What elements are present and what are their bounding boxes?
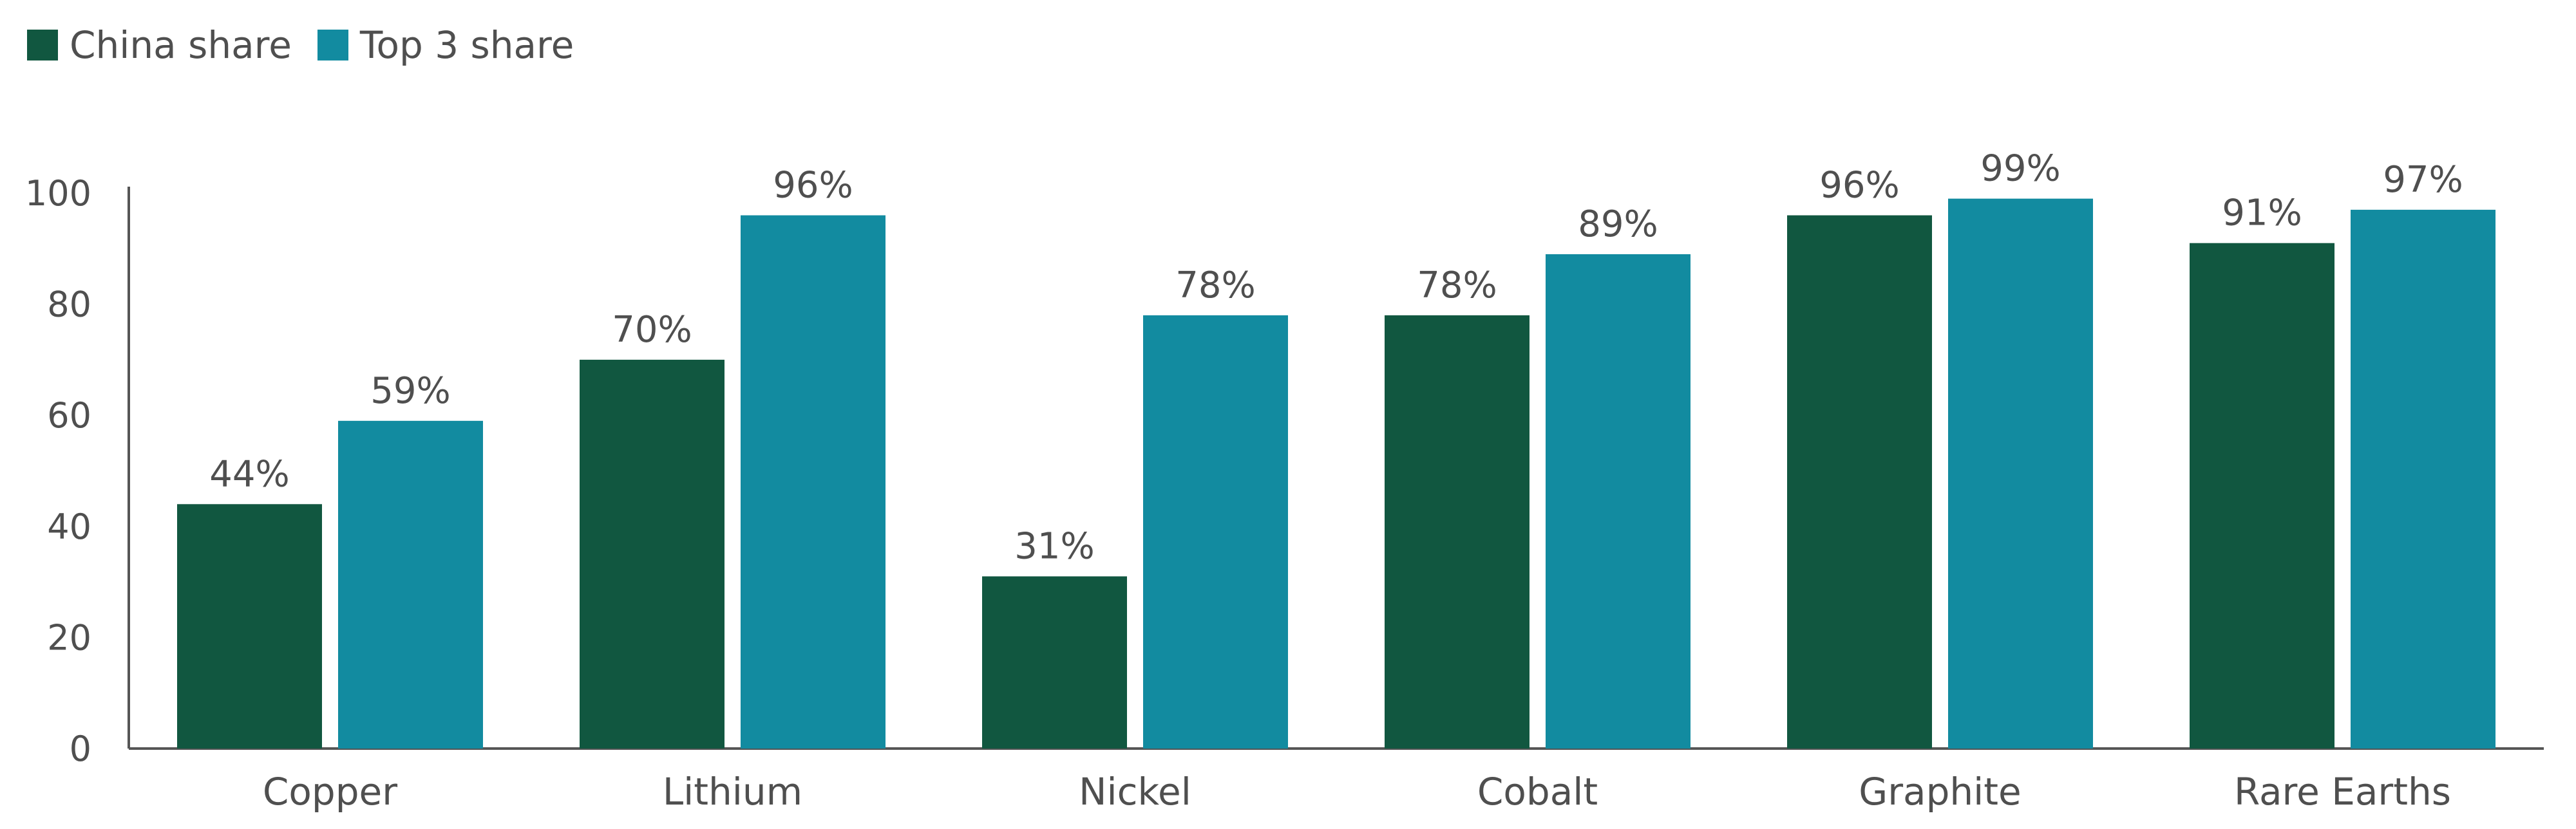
data-label: 70%	[612, 309, 692, 351]
data-label: 99%	[1980, 148, 2060, 190]
y-tick-label: 60	[47, 395, 91, 436]
y-tick-label: 100	[25, 173, 91, 214]
legend-item-china-share: China share	[27, 23, 292, 67]
x-category-label: Rare Earths	[2234, 770, 2451, 814]
chart-labels: 0 20 40 60 80 100 44% 59% Copper 70% 96% Lithium 31%…	[25, 148, 2463, 814]
x-category-label: Lithium	[663, 770, 802, 814]
y-tick-label: 0	[70, 729, 91, 769]
data-label: 31%	[1014, 525, 1094, 567]
bar-china-share	[580, 359, 724, 749]
bar-top3-share	[1546, 254, 1690, 749]
x-category-label: Cobalt	[1477, 770, 1598, 814]
legend-label-top3-share: Top 3 share	[359, 23, 574, 67]
data-label: 78%	[1175, 265, 1255, 306]
bar-top3-share	[1948, 198, 2093, 749]
data-label: 59%	[370, 370, 450, 412]
bar-china-share	[2190, 243, 2334, 749]
chart-axes	[128, 187, 2544, 750]
chart-legend: China share Top 3 share	[27, 19, 600, 71]
chart-bars	[177, 198, 2496, 749]
data-label: 97%	[2383, 159, 2463, 201]
x-category-label: Copper	[263, 770, 397, 814]
x-category-label: Nickel	[1079, 770, 1191, 814]
data-label: 78%	[1417, 265, 1497, 306]
bar-top3-share	[2351, 209, 2496, 749]
bar-china-share	[982, 576, 1127, 749]
y-tick-label: 40	[47, 507, 91, 547]
legend-swatch-top3-share	[317, 30, 348, 61]
legend-swatch-china-share	[27, 30, 58, 61]
data-label: 89%	[1578, 203, 1658, 245]
bar-china-share	[1385, 315, 1530, 749]
data-label: 91%	[2222, 192, 2302, 234]
bar-top3-share	[338, 420, 483, 749]
bar-top3-share	[741, 215, 886, 749]
y-tick-label: 20	[47, 617, 91, 658]
legend-label-china-share: China share	[70, 23, 292, 67]
data-label: 44%	[209, 453, 289, 495]
y-tick-label: 80	[47, 284, 91, 325]
bar-top3-share	[1143, 315, 1288, 749]
data-label: 96%	[1819, 165, 1899, 207]
data-label: 96%	[773, 165, 853, 207]
legend-item-top3-share: Top 3 share	[317, 23, 574, 67]
bar-china-share	[1787, 215, 1932, 749]
bar-china-share	[177, 504, 322, 749]
x-category-label: Graphite	[1859, 770, 2021, 814]
